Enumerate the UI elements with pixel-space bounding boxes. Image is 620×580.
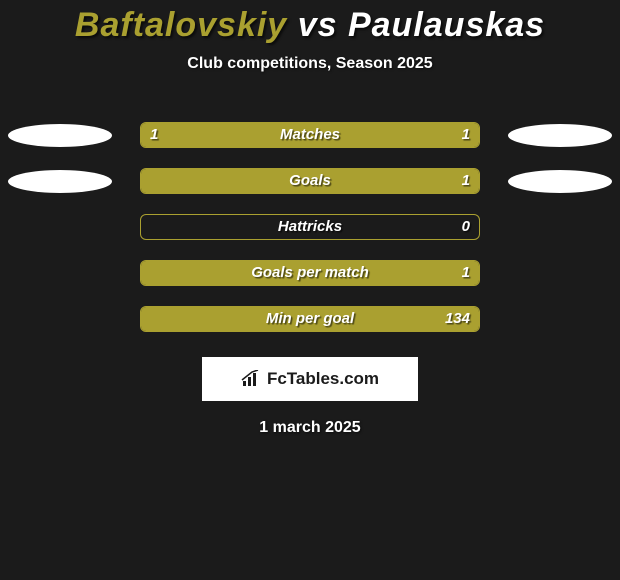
stat-bar-right: [310, 123, 479, 147]
stat-value-right: 134: [445, 306, 470, 332]
logo-text: FcTables.com: [267, 369, 379, 389]
stats-container: Matches11Goals1Hattricks0Goals per match…: [0, 115, 620, 345]
stat-bar-track: [140, 168, 480, 194]
stat-bar-track: [140, 214, 480, 240]
date-label: 1 march 2025: [0, 419, 620, 437]
page-title: Baftalovskiy vs Paulauskas: [0, 0, 620, 45]
subtitle: Club competitions, Season 2025: [0, 55, 620, 73]
stat-row: Hattricks0: [0, 207, 620, 253]
player-b-badge: [508, 170, 612, 193]
bar-chart-icon: [241, 370, 263, 388]
player-a-badge: [8, 124, 112, 147]
stat-value-left: 1: [150, 122, 158, 148]
stat-bar-right: [141, 169, 479, 193]
stat-bar-right: [141, 261, 479, 285]
stat-row: Matches11: [0, 115, 620, 161]
stat-row: Goals per match1: [0, 253, 620, 299]
stat-bar-right: [141, 307, 479, 331]
player-a-badge: [8, 170, 112, 193]
stat-bar-track: [140, 306, 480, 332]
stat-value-right: 1: [462, 260, 470, 286]
player-b-badge: [508, 124, 612, 147]
stat-value-right: 1: [462, 168, 470, 194]
player-a-name: Baftalovskiy: [75, 6, 287, 44]
stat-row: Min per goal134: [0, 299, 620, 345]
stat-bar-left: [141, 123, 310, 147]
player-b-name: Paulauskas: [348, 6, 545, 44]
stat-bar-track: [140, 122, 480, 148]
stat-value-right: 1: [462, 122, 470, 148]
vs-separator: vs: [298, 6, 338, 44]
stat-row: Goals1: [0, 161, 620, 207]
stat-bar-track: [140, 260, 480, 286]
stat-value-right: 0: [462, 214, 470, 240]
source-logo: FcTables.com: [202, 357, 418, 401]
